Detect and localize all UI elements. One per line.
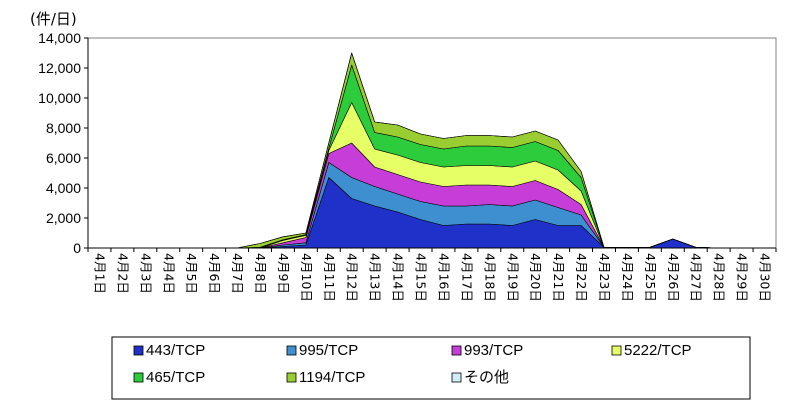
- x-tick-label: 4月20日: [528, 253, 543, 302]
- x-tick-label: 4月11日: [322, 253, 337, 302]
- x-tick-label: 4月2日: [115, 253, 130, 294]
- x-tick-label: 4月28日: [712, 253, 727, 302]
- legend-swatch-2: [451, 345, 462, 356]
- y-tick-label: 12,000: [38, 60, 81, 76]
- x-tick-label: 4月3日: [138, 253, 153, 294]
- x-tick-label: 4月22日: [574, 253, 589, 302]
- x-tick-label: 4月29日: [735, 253, 750, 302]
- x-tick-label: 4月19日: [505, 253, 520, 302]
- y-unit-label: (件/日): [30, 10, 77, 28]
- axes-group: [84, 37, 777, 252]
- legend-label-0: 443/TCP: [146, 342, 205, 359]
- y-tick-labels: 0 2,000 4,000 6,000 8,000 10,000 12,000 14,000: [38, 30, 81, 256]
- legend-swatch-5: [286, 372, 297, 383]
- x-tick-label: 4月5日: [184, 253, 199, 294]
- x-tick-label: 4月4日: [161, 253, 176, 294]
- y-tick-label: 14,000: [38, 30, 81, 46]
- x-tick-label: 4月21日: [551, 253, 566, 302]
- x-tick-label: 4月12日: [345, 253, 360, 302]
- x-tick-labels: 4月1日 4月2日 4月3日 4月4日 4月5日 4月6日 4月7日 4月8日 4月9日 4月10…: [92, 253, 772, 302]
- x-tick-label: 4月1日: [92, 253, 107, 294]
- x-tick-label: 4月18日: [482, 253, 497, 302]
- x-tick-label: 4月15日: [414, 253, 429, 302]
- x-tick-label: 4月8日: [253, 253, 268, 294]
- legend-label-1: 995/TCP: [299, 342, 358, 359]
- x-tick-label: 4月16日: [436, 253, 451, 302]
- x-tick-label: 4月30日: [758, 253, 773, 302]
- x-tick-label: 4月6日: [207, 253, 222, 294]
- y-tick-label: 8,000: [46, 120, 81, 136]
- y-tick-label: 10,000: [38, 90, 81, 106]
- x-tick-label: 4月24日: [620, 253, 635, 302]
- legend-swatch-3: [611, 345, 622, 356]
- x-tick-label: 4月7日: [230, 253, 245, 294]
- legend-label-6: その他: [464, 368, 509, 386]
- legend-label-5: 1194/TCP: [299, 369, 365, 386]
- x-tick-label: 4月17日: [459, 253, 474, 302]
- legend-label-2: 993/TCP: [464, 342, 523, 359]
- legend: 443/TCP 995/TCP 993/TCP 5222/TCP 465/TCP 1194…: [133, 342, 692, 386]
- legend-swatch-4: [133, 372, 144, 383]
- legend-swatch-1: [286, 345, 297, 356]
- x-tick-label: 4月25日: [643, 253, 658, 302]
- y-tick-label: 2,000: [46, 210, 81, 226]
- legend-swatch-0: [133, 345, 144, 356]
- y-tick-label: 6,000: [46, 150, 81, 166]
- legend-label-4: 465/TCP: [146, 369, 205, 386]
- x-tick-label: 4月10日: [299, 253, 314, 302]
- legend-swatch-6: [451, 372, 462, 383]
- legend-box: [111, 336, 751, 400]
- legend-label-3: 5222/TCP: [624, 342, 692, 359]
- y-tick-label: 4,000: [46, 180, 81, 196]
- x-tick-label: 4月27日: [689, 253, 704, 302]
- x-tick-label: 4月26日: [666, 253, 681, 302]
- x-tick-label: 4月13日: [368, 253, 383, 302]
- y-tick-label: 0: [73, 240, 81, 256]
- x-tick-label: 4月9日: [276, 253, 291, 294]
- x-tick-label: 4月23日: [597, 253, 612, 302]
- x-tick-label: 4月14日: [391, 253, 406, 302]
